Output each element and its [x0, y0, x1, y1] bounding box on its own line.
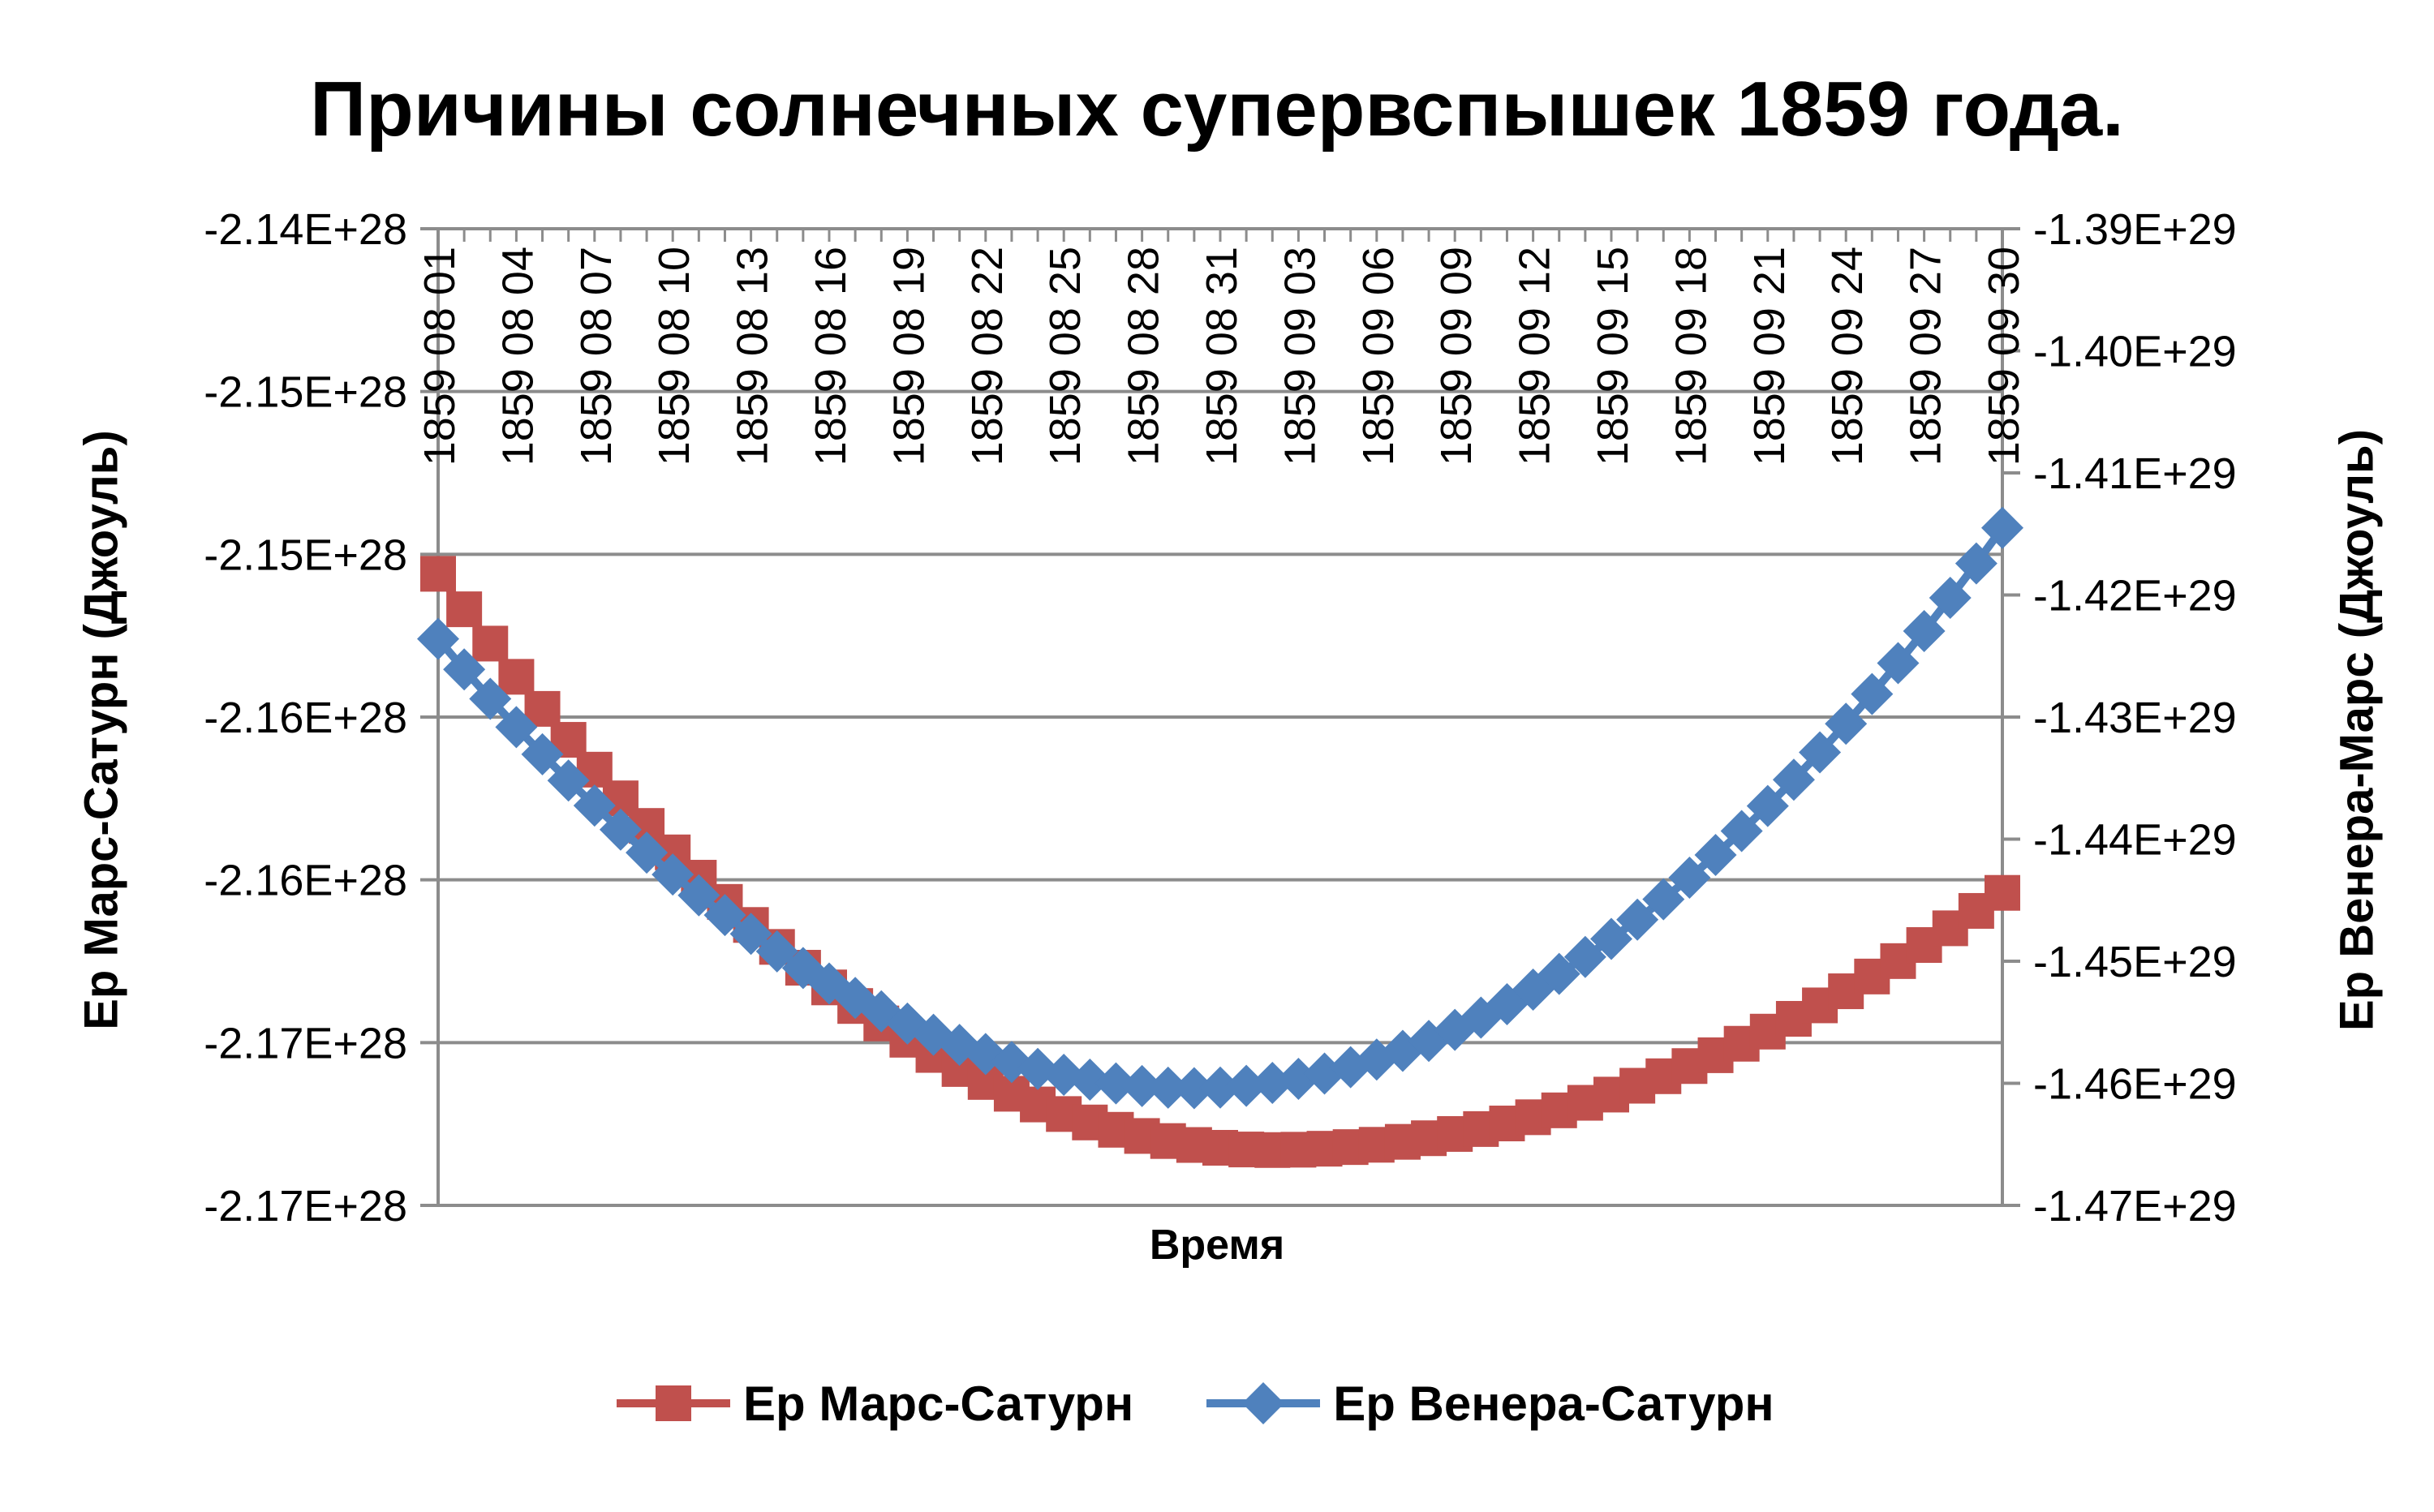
x-tick-label: 1859 09 09 [1432, 247, 1481, 466]
x-tick-label: 1859 09 12 [1511, 247, 1559, 466]
y-left-tick-label: -2.16E+28 [204, 694, 407, 742]
data-point-marker [443, 648, 486, 691]
x-tick-label: 1859 09 06 [1354, 247, 1403, 466]
data-point-marker [417, 617, 459, 660]
data-point-marker [521, 732, 564, 775]
data-point-marker [1094, 1062, 1137, 1105]
data-point-marker [626, 831, 669, 874]
data-point-marker [1772, 758, 1815, 801]
data-point-marker [1590, 917, 1632, 960]
x-tick-label: 1859 09 21 [1745, 247, 1794, 466]
y-right-tick-label: -1.43E+29 [2033, 694, 2237, 742]
x-tick-label: 1859 08 04 [493, 247, 542, 466]
legend-label-venus-saturn: Ep Венера-Сатурн [1333, 1376, 1774, 1431]
data-point-marker [547, 759, 590, 802]
data-point-marker [1120, 1064, 1163, 1107]
x-axis-title: Время [1149, 1222, 1285, 1269]
y-right-tick-label: -1.47E+29 [2033, 1182, 2237, 1231]
x-tick-label: 1859 08 16 [806, 247, 855, 466]
data-point-marker [573, 784, 616, 827]
x-tick-label: 1859 08 28 [1120, 247, 1168, 466]
y-right-tick-label: -1.40E+29 [2033, 328, 2237, 376]
data-point-marker [1172, 1067, 1215, 1110]
data-point-marker [1851, 672, 1894, 715]
x-tick-label: 1859 09 18 [1666, 247, 1715, 466]
y-right-tick-label: -1.45E+29 [2033, 938, 2237, 986]
x-tick-label: 1859 09 03 [1275, 247, 1324, 466]
data-point-marker [1537, 952, 1580, 995]
data-point-marker [1985, 874, 2020, 911]
data-point-marker [469, 677, 512, 720]
data-point-marker [1929, 576, 1972, 619]
data-point-marker [599, 808, 642, 851]
y-right-tick-label: -1.44E+29 [2033, 816, 2237, 865]
data-point-marker [1955, 542, 1998, 585]
y-right-axis-title: Ep Венера-Марс (Джоуль) [2330, 428, 2384, 1032]
legend-label-mars-saturn: Ep Марс-Сатурн [743, 1376, 1134, 1431]
legend: Ep Марс-Сатурн Ep Венера-Сатурн [617, 1367, 1774, 1440]
x-tick-label: 1859 08 10 [650, 247, 699, 466]
data-point-marker [703, 894, 746, 937]
x-tick-label: 1859 08 22 [963, 247, 1012, 466]
x-tick-label: 1859 08 13 [729, 247, 777, 466]
y-right-tick-label: -1.39E+29 [2033, 205, 2237, 254]
y-left-tick-label: -2.15E+28 [204, 368, 407, 417]
data-point-marker [472, 625, 509, 662]
y-left-tick-label: -2.15E+28 [204, 530, 407, 579]
x-tick-label: 1859 09 27 [1902, 247, 1950, 466]
x-tick-label: 1859 09 24 [1823, 247, 1872, 466]
y-left-axis-title: Ep Марс-Сатурн (Джоуль) [75, 430, 128, 1030]
data-point-marker [420, 556, 456, 592]
x-tick-label: 1859 09 30 [1980, 247, 2028, 466]
legend-swatch-diamond-icon [1206, 1382, 1321, 1424]
x-tick-label: 1859 09 15 [1589, 247, 1637, 466]
data-point-marker [1825, 702, 1868, 745]
data-point-marker [1146, 1066, 1189, 1109]
data-point-marker [677, 874, 720, 917]
data-point-marker [1981, 506, 2023, 549]
legend-item-venus-saturn: Ep Венера-Сатурн [1206, 1376, 1774, 1432]
data-point-marker [755, 930, 798, 973]
y-left-tick-label: -2.14E+28 [204, 205, 407, 254]
data-point-marker [1642, 878, 1685, 921]
y-right-tick-label: -1.42E+29 [2033, 572, 2237, 621]
data-point-marker [1251, 1062, 1294, 1105]
data-point-marker [1043, 1054, 1086, 1097]
data-point-marker [729, 913, 772, 956]
x-tick-label: 1859 08 31 [1198, 247, 1246, 466]
data-point-marker [1877, 642, 1920, 685]
legend-swatch-square-icon [617, 1385, 730, 1421]
data-point-marker [1563, 935, 1606, 978]
chart-title: Причины солнечных супервспышек 1859 года… [310, 66, 2124, 152]
data-point-marker [1903, 609, 1946, 652]
data-point-marker [1720, 810, 1763, 853]
y-left-tick-label: -2.16E+28 [204, 857, 407, 905]
data-point-marker [1069, 1058, 1112, 1101]
data-point-marker [1616, 898, 1659, 941]
legend-item-mars-saturn: Ep Марс-Сатурн [617, 1376, 1133, 1432]
x-tick-label: 1859 08 25 [1041, 247, 1090, 466]
data-point-marker [1694, 833, 1737, 876]
data-point-marker [1199, 1066, 1241, 1109]
y-right-tick-label: -1.46E+29 [2033, 1060, 2237, 1109]
data-point-marker [652, 853, 695, 896]
data-point-marker [495, 706, 538, 749]
data-point-marker [1799, 731, 1842, 774]
data-point-marker [1668, 857, 1711, 900]
y-right-tick-label: -1.41E+29 [2033, 449, 2237, 498]
x-tick-label: 1859 08 01 [415, 247, 464, 466]
data-point-marker [498, 659, 535, 695]
y-left-tick-label: -2.17E+28 [204, 1019, 407, 1067]
y-left-tick-label: -2.17E+28 [204, 1182, 407, 1231]
data-point-marker [446, 591, 483, 628]
data-point-marker [1746, 784, 1789, 827]
x-tick-label: 1859 08 19 [884, 247, 933, 466]
data-point-marker [1225, 1064, 1268, 1107]
x-tick-label: 1859 08 07 [572, 247, 621, 466]
